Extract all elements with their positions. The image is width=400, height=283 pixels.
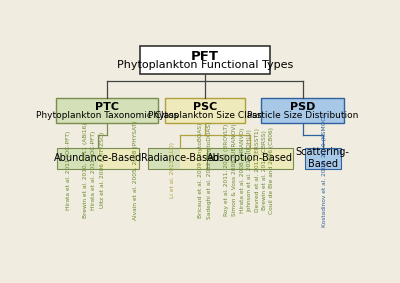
- Text: PFT: PFT: [191, 50, 219, 63]
- Bar: [140, 46, 270, 74]
- Bar: [180, 148, 213, 168]
- Text: Phytoplankton Functional Types: Phytoplankton Functional Types: [117, 60, 293, 70]
- Text: Roy et al. 2011, 2013 (BROVLT): Roy et al. 2011, 2013 (BROVLT): [224, 124, 229, 216]
- Text: Particle Size Distribution: Particle Size Distribution: [247, 111, 358, 120]
- Text: Phytoplankton Size Class: Phytoplankton Size Class: [148, 111, 262, 120]
- Text: Kostadinov et al. 2009, 2010 (KSMOO): Kostadinov et al. 2009, 2010 (KSMOO): [322, 113, 326, 227]
- Text: Absorption-Based: Absorption-Based: [207, 153, 293, 163]
- Bar: [305, 148, 341, 168]
- Text: Uitz et al. 2006 (UTF/ZSC): Uitz et al. 2006 (UTF/ZSC): [100, 132, 105, 208]
- Text: Scattering-
Based: Scattering- Based: [296, 147, 350, 169]
- Bar: [57, 148, 98, 168]
- Text: Alvain et al. 2005, 2008 (PHYSAT): Alvain et al. 2005, 2008 (PHYSAT): [133, 120, 138, 220]
- Bar: [206, 148, 250, 168]
- Text: Couil de Ble and 2006 (CB06): Couil de Ble and 2006 (CB06): [270, 127, 274, 214]
- Text: Abundance-Based: Abundance-Based: [54, 153, 142, 163]
- Text: Brewin et al. 2010, 2011 (ABi16): Brewin et al. 2010, 2011 (ABi16): [82, 123, 88, 218]
- Text: Phytoplankton Taxonomic Class: Phytoplankton Taxonomic Class: [36, 111, 178, 120]
- Text: Li et al. 2013 (LLD): Li et al. 2013 (LLD): [170, 142, 175, 198]
- Text: Brewin et al. 2013 (CBRSS): Brewin et al. 2013 (CBRSS): [262, 130, 267, 210]
- Text: Devred et al. 2011 (ERSST1): Devred et al. 2011 (ERSST1): [255, 128, 260, 212]
- Bar: [250, 148, 293, 168]
- Bar: [323, 148, 341, 168]
- Text: Sadeghi et al. 2012 (PhytoDOAS): Sadeghi et al. 2012 (PhytoDOAS): [208, 121, 212, 219]
- Text: Bricaud et al. 2009 (PhytoBOAS): Bricaud et al. 2009 (PhytoBOAS): [198, 123, 202, 218]
- Text: Radiance-Based: Radiance-Based: [141, 153, 219, 163]
- Bar: [305, 148, 323, 168]
- Text: Hirata et al. 2008 (HIRANVO): Hirata et al. 2008 (HIRANVO): [240, 127, 245, 213]
- Bar: [165, 98, 245, 123]
- Text: Johnson et al. 2011 (IJOHLU): Johnson et al. 2011 (IJOHLU): [247, 129, 252, 212]
- Text: Hirata et al. 2011 (OC-PFT): Hirata et al. 2011 (OC-PFT): [66, 130, 72, 210]
- Bar: [148, 148, 180, 168]
- Text: PSC: PSC: [193, 102, 217, 112]
- Bar: [148, 148, 213, 168]
- Text: Hirata et al. 2011 (OC-PFT): Hirata et al. 2011 (OC-PFT): [91, 130, 96, 210]
- Bar: [57, 148, 139, 168]
- Text: PSD: PSD: [290, 102, 315, 112]
- Bar: [56, 98, 158, 123]
- Text: PTC: PTC: [95, 102, 119, 112]
- Bar: [261, 98, 344, 123]
- Bar: [206, 148, 293, 168]
- Bar: [98, 148, 139, 168]
- Text: Simon & Voss 2008 (UBRANOV): Simon & Voss 2008 (UBRANOV): [232, 124, 237, 216]
